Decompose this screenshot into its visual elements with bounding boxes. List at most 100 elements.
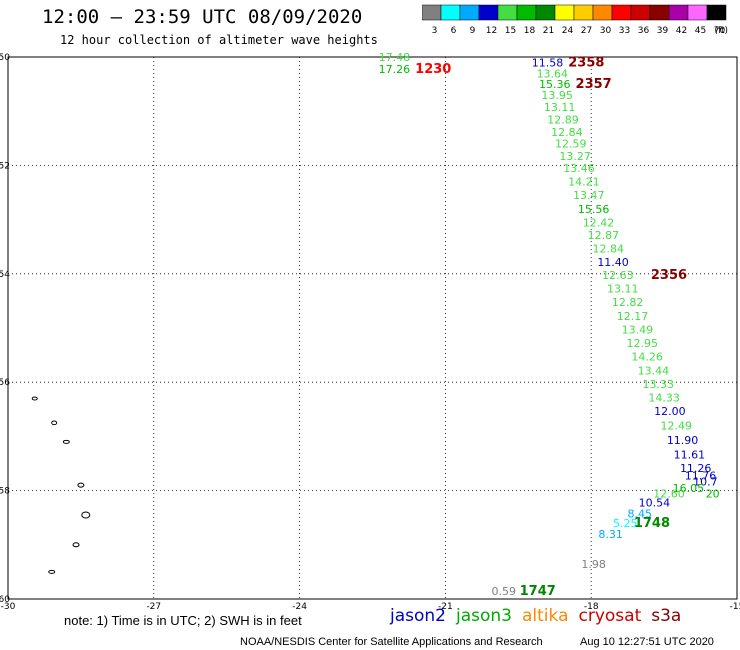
wave-height-label: 11.76: [685, 469, 717, 482]
wave-height-label: 15.36: [539, 78, 571, 91]
wave-height-label: 11.90: [667, 434, 699, 447]
longitude-tick-label: -30: [1, 602, 16, 612]
wave-height-label: 13.49: [622, 324, 654, 337]
colorbar-tick-label: 9: [470, 26, 476, 36]
colorbar-tick-label: 36: [638, 26, 650, 36]
wave-height-label: 13.47: [573, 189, 605, 202]
satellite-legend-jason2: jason2: [390, 606, 446, 626]
island-outline: [51, 420, 58, 426]
credit-text: NOAA/NESDIS Center for Satellite Applica…: [240, 636, 543, 648]
wave-height-label: 12.42: [583, 216, 615, 229]
longitude-tick-label: -15: [730, 602, 740, 612]
footer-note: note: 1) Time is in UTC; 2) SWH is in fe…: [64, 613, 302, 628]
wave-height-label: 13.11: [607, 282, 639, 295]
wave-height-label: 15.56: [578, 203, 610, 216]
latitude-tick-label: -52: [0, 161, 10, 171]
satellite-legend: jason2 jason3 altika cryosat s3a: [390, 606, 691, 626]
wave-height-label: 14.26: [631, 351, 663, 364]
pass-time-label: 2358: [568, 55, 604, 70]
longitude-tick-label: -18: [584, 602, 599, 612]
wave-height-label: 12.89: [547, 113, 579, 126]
wave-height-label: 17.48: [379, 51, 411, 64]
wave-height-label: 12.00: [654, 405, 686, 418]
wave-height-label: 12.60: [653, 487, 685, 500]
wave-height-label: 8.31: [598, 528, 623, 541]
colorbar-tick-label: 70: [714, 26, 726, 36]
colorbar-tick-label: 39: [657, 26, 669, 36]
map-title: 12:00 – 23:59 UTC 08/09/2020: [42, 6, 363, 28]
pass-time-label: 1747: [520, 584, 556, 599]
wave-height-label: 12.84: [551, 126, 583, 139]
island-outline: [72, 542, 80, 548]
wave-height-label: 17.26: [379, 63, 411, 76]
island-outline: [77, 482, 85, 488]
wave-height-label: 10.54: [639, 497, 671, 510]
wave-height-label: 12.82: [612, 296, 644, 309]
latitude-tick-label: -60: [0, 595, 10, 605]
wave-height-label: 13.46: [563, 162, 595, 175]
latitude-tick-label: -56: [0, 378, 10, 388]
wave-height-label: 11.58: [532, 56, 564, 69]
wave-height-colorbar: 3 6 9 12 15 18 21 24 27 30 33 36 39 42 45 70(ft): [422, 4, 728, 36]
wave-height-label: 14.21: [568, 176, 600, 189]
longitude-tick-label: -24: [292, 602, 307, 612]
latitude-tick-label: -58: [0, 487, 10, 497]
wave-height-label: 12.84: [592, 242, 624, 255]
wave-height-label: 13.27: [559, 150, 591, 163]
wave-height-label: 12.17: [617, 310, 649, 323]
map-subtitle: 12 hour collection of altimeter wave hei…: [60, 33, 378, 47]
wave-height-label: 11.26: [680, 462, 712, 475]
wave-height-label: 13.33: [643, 378, 675, 391]
colorbar-tick-label: 45: [695, 26, 706, 36]
wave-height-label: 11.61: [674, 448, 706, 461]
pass-time-label: 2356: [651, 268, 687, 283]
wave-height-label: 12.59: [555, 138, 587, 151]
wave-height-label: 14.33: [648, 391, 680, 404]
colorbar-tick-label: 33: [619, 26, 630, 36]
wave-height-label: 12.87: [588, 229, 620, 242]
wave-height-label: 13.64: [537, 67, 569, 80]
wave-height-map: -30 -27 -24 -21 -18 -15 -50 -52 -54 -56 -58 -60 17.4…: [0, 51, 740, 612]
generated-timestamp: Aug 10 12:27:51 UTC 2020: [580, 636, 714, 648]
longitude-tick-label: -21: [438, 602, 453, 612]
wave-height-label: 11.40: [597, 256, 629, 269]
wave-height-label: 12.95: [626, 337, 658, 350]
colorbar-tick-label: 6: [451, 26, 457, 36]
island-outline: [62, 439, 70, 444]
colorbar-swatch: [706, 4, 727, 21]
wave-height-label: 13.44: [638, 364, 670, 377]
colorbar-tick-label: 18: [524, 26, 536, 36]
wave-height-label: 13.95: [541, 89, 573, 102]
wave-height-label: 0.59: [491, 585, 516, 598]
satellite-legend-altika: altika: [522, 606, 569, 626]
colorbar-tick-label: 21: [543, 26, 554, 36]
island-outline: [48, 569, 56, 574]
latitude-tick-label: -54: [0, 270, 10, 280]
latitude-tick-label: -50: [0, 53, 10, 63]
wave-height-label: 12.63: [602, 269, 634, 282]
wave-height-label: 8.45: [628, 507, 653, 520]
wave-height-label: 16.05: [673, 482, 705, 495]
colorbar-tick-label: 42: [676, 26, 687, 36]
satellite-legend-jason3: jason3: [456, 606, 512, 626]
wave-height-label: 1.98: [581, 558, 606, 571]
wave-height-label: 12.49: [661, 420, 693, 433]
wave-height-label: 10.7: [693, 475, 718, 488]
colorbar-tick-label: 15: [505, 26, 516, 36]
colorbar-unit-label: (ft): [714, 26, 728, 36]
satellite-legend-s3a: s3a: [651, 606, 682, 626]
wave-height-label: 13.11: [544, 101, 576, 114]
longitude-tick-label: -27: [146, 602, 161, 612]
wave-height-label: 5.25: [613, 517, 638, 530]
island-outline: [31, 396, 38, 401]
pass-time-label: 1748: [634, 516, 670, 531]
colorbar-tick-label: 3: [432, 26, 438, 36]
map-frame: [7, 56, 738, 600]
satellite-legend-cryosat: cryosat: [578, 606, 642, 626]
pass-time-label: 2357: [576, 77, 612, 92]
pass-time-label: 1230: [415, 62, 451, 77]
colorbar-tick-label: 12: [486, 26, 497, 36]
island-outline: [81, 511, 91, 519]
colorbar-tick-label: 24: [562, 26, 574, 36]
colorbar-tick-label: 30: [600, 26, 612, 36]
